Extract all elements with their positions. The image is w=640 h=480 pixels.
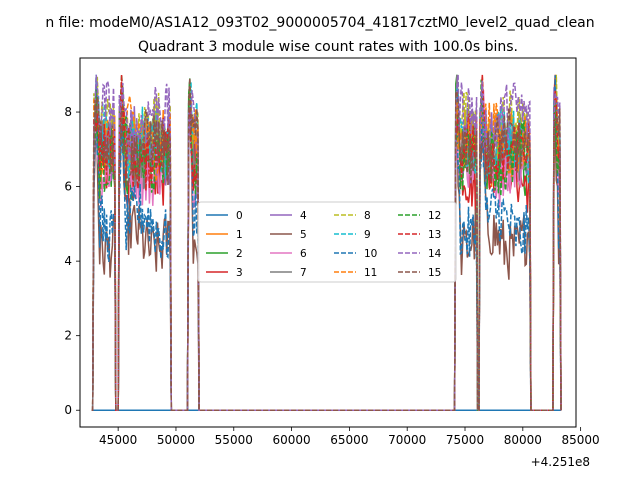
legend-entry-label: 9 (364, 229, 371, 241)
x-tick-label: 85000 (562, 433, 600, 447)
legend-entry-label: 5 (300, 229, 307, 241)
legend-box (197, 201, 457, 283)
x-tick-label: 50000 (157, 433, 195, 447)
legend-entry-label: 15 (428, 267, 441, 279)
y-tick-label: 4 (64, 254, 72, 268)
series-line-14 (91, 74, 562, 411)
legend-entry-label: 3 (236, 267, 243, 279)
x-tick-label: 70000 (388, 433, 426, 447)
legend-entry-label: 1 (236, 229, 243, 241)
axis-ticks: 45000 50000 55000 60000 65000 70000 75000 80000… (64, 105, 599, 447)
x-tick-label: 45000 (99, 433, 137, 447)
chart-title: Quadrant 3 module wise count rates with … (138, 39, 518, 55)
legend-entry-label: 10 (364, 248, 377, 260)
x-tick-label: 60000 (272, 433, 310, 447)
series-layer (91, 74, 562, 411)
y-tick-label: 2 (64, 329, 72, 343)
legend-entry-label: 7 (300, 267, 307, 279)
plot-area-frame (79, 57, 577, 428)
x-tick-label: 65000 (330, 433, 368, 447)
chart-suptitle: n file: modeM0/AS1A12_093T02_9000005704_… (45, 15, 594, 31)
series-line-15 (91, 78, 562, 411)
legend-entry-label: 2 (236, 248, 243, 260)
y-tick-label: 8 (64, 105, 72, 119)
legend-entry-label: 6 (300, 248, 307, 260)
legend-entry-label: 11 (364, 267, 377, 279)
legend-entry-label: 8 (364, 210, 371, 222)
legend-entry-label: 14 (428, 248, 442, 260)
legend-entry-label: 4 (300, 210, 307, 222)
x-tick-label: 55000 (215, 433, 253, 447)
legend-entry-label: 12 (428, 210, 441, 222)
legend-entry-label: 13 (428, 229, 441, 241)
y-tick-label: 0 (64, 403, 72, 417)
legend-entry-label: 0 (236, 210, 243, 222)
x-axis-offset-label: +4.251e8 (531, 455, 590, 469)
x-tick-label: 75000 (446, 433, 484, 447)
y-tick-label: 6 (64, 180, 72, 194)
x-tick-label: 80000 (504, 433, 542, 447)
